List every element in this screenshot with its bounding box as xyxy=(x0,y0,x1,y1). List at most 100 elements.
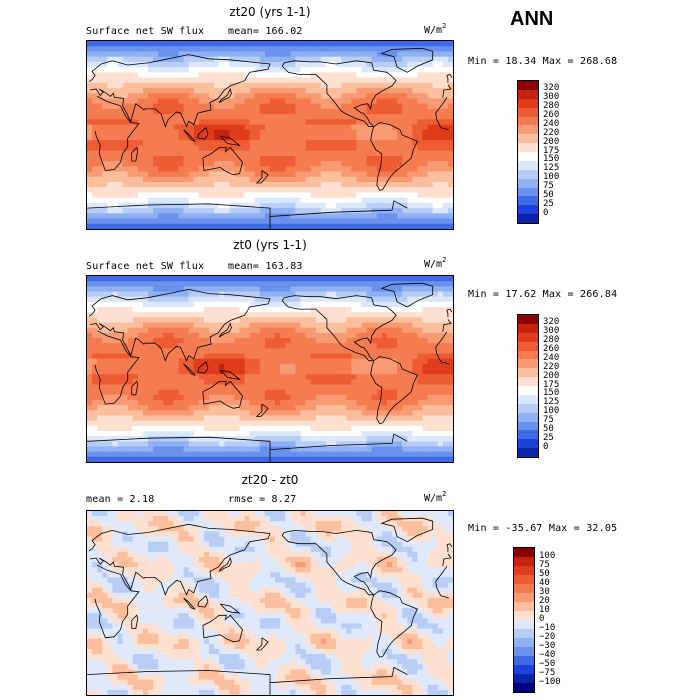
colorbar-swatch xyxy=(518,196,538,206)
shaded-field xyxy=(87,511,453,695)
coastline-australia xyxy=(202,614,243,643)
coastline-borneo xyxy=(197,361,209,374)
colorbar-swatch xyxy=(518,403,538,413)
coastline-greenland xyxy=(380,517,434,543)
world-map-field xyxy=(87,41,453,229)
colorbar-label: 125 xyxy=(543,163,560,174)
colorbar-label: 150 xyxy=(543,388,560,399)
colorbar-label: 280 xyxy=(543,101,560,112)
colorbar-label: 260 xyxy=(543,344,560,354)
colorbar-swatch xyxy=(514,575,534,584)
colorbar-swatch xyxy=(518,332,538,342)
coastline-sumatra xyxy=(183,597,197,610)
coastline-africa xyxy=(94,564,450,639)
coastline-japan xyxy=(218,322,232,338)
shaded-field xyxy=(87,276,453,462)
colorbar-label: 30 xyxy=(539,586,550,597)
colorbar-swatch xyxy=(518,152,538,161)
colorbar-label: 100 xyxy=(543,172,560,183)
colorbar-swatch xyxy=(518,394,538,404)
colorbar-label: 10 xyxy=(539,604,550,615)
panel-1-title: zt20 (yrs 1-1) xyxy=(229,5,311,19)
coastline-sumatra xyxy=(183,129,197,143)
colorbar-swatch xyxy=(514,665,534,674)
coastline-eurasia xyxy=(88,54,452,128)
coastline-sumatra xyxy=(183,363,197,377)
colorbar-swatch xyxy=(518,89,538,99)
colorbar-swatch xyxy=(518,315,538,324)
colorbar-label: 75 xyxy=(539,559,550,570)
panel-3-mean: mean = 2.18 xyxy=(86,494,155,505)
coastlines xyxy=(87,517,453,695)
colorbar-label: −75 xyxy=(539,667,556,678)
panel-2-minmax: Min = 17.62 Max = 266.84 xyxy=(468,289,618,300)
colorbar-label: −10 xyxy=(539,622,556,633)
panel-3-map xyxy=(86,510,454,696)
coastline-australia xyxy=(202,146,243,176)
season-label: ANN xyxy=(510,8,554,30)
shaded-field xyxy=(87,41,453,229)
coastline-uk xyxy=(446,308,453,318)
coastline-newguinea xyxy=(219,135,241,147)
colorbar-label: 25 xyxy=(543,432,554,443)
colorbar-swatch xyxy=(514,656,534,665)
colorbar-swatch xyxy=(518,368,538,378)
coastline-africa xyxy=(94,330,449,405)
colorbar-swatch xyxy=(518,448,538,457)
coastline-antarctic xyxy=(87,200,408,229)
colorbar-label: 300 xyxy=(543,326,560,337)
colorbar-label: 320 xyxy=(543,83,560,94)
panel-2-units: W/m2 xyxy=(424,256,447,270)
colorbar-label: 260 xyxy=(543,110,560,120)
colorbar-label: 220 xyxy=(543,127,560,138)
coastline-eurasia xyxy=(88,288,452,362)
coastline-namerica xyxy=(281,529,397,596)
colorbar-swatch xyxy=(514,557,534,566)
colorbar-label: 20 xyxy=(539,595,550,606)
coastline-nz xyxy=(255,170,269,184)
colorbar-label: 200 xyxy=(543,136,560,147)
panel-3-minmax: Min = -35.67 Max = 32.05 xyxy=(468,523,618,534)
colorbar-swatch xyxy=(518,377,538,386)
coastline-antarctic xyxy=(87,666,408,695)
colorbar-label: 220 xyxy=(543,361,560,372)
colorbar-label: 100 xyxy=(539,550,556,561)
colorbar-swatch xyxy=(514,638,534,647)
colorbar-label: −20 xyxy=(539,631,556,642)
coastline-eurasia xyxy=(88,523,452,596)
colorbar-label: −50 xyxy=(539,658,556,669)
colorbar-label: 75 xyxy=(543,181,554,191)
colorbar-label: −30 xyxy=(539,640,556,651)
colorbar-swatch xyxy=(518,421,538,431)
coastline-australia xyxy=(202,380,243,409)
colorbar-swatch xyxy=(518,341,538,351)
coastline-namerica xyxy=(281,60,397,127)
colorbar-swatch xyxy=(518,143,538,152)
colorbar-label: 240 xyxy=(543,352,560,363)
panel-2-mean: mean= 163.83 xyxy=(228,261,303,272)
coastline-greenland xyxy=(380,282,434,308)
panel-2-variable: Surface net SW flux xyxy=(86,261,205,272)
colorbar-swatch xyxy=(514,584,534,593)
coastline-madagascar xyxy=(131,380,139,396)
colorbar-label: 300 xyxy=(543,92,560,103)
colorbar-swatch xyxy=(518,116,538,126)
panel-1-colorbar xyxy=(517,80,539,224)
colorbar-swatch xyxy=(518,160,538,170)
panel-2-colorbar xyxy=(517,314,539,458)
colorbar-swatch xyxy=(514,611,534,620)
colorbar-swatch xyxy=(518,430,538,440)
coastline-greenland xyxy=(380,47,434,73)
colorbar-swatch xyxy=(514,647,534,656)
coastline-antarctic xyxy=(87,433,408,462)
coastline-namerica xyxy=(281,295,397,362)
colorbar-label: 50 xyxy=(543,423,554,434)
colorbar-swatch xyxy=(518,125,538,135)
colorbar-swatch xyxy=(518,350,538,360)
panel-3-colorbar xyxy=(513,547,535,693)
colorbar-label: 75 xyxy=(543,415,554,425)
coastline-madagascar xyxy=(131,614,139,629)
coastline-samerica xyxy=(370,356,418,425)
panel-1-minmax: Min = 18.34 Max = 268.68 xyxy=(468,56,618,67)
colorbar-swatch xyxy=(518,359,538,369)
